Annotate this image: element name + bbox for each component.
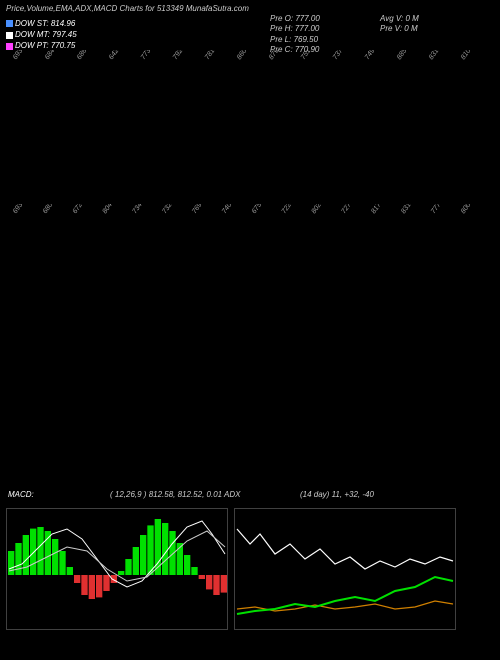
svg-text:879: 879 [268, 50, 280, 61]
svg-text:810: 810 [460, 50, 472, 61]
svg-text:680: 680 [42, 204, 54, 215]
svg-text:737: 737 [332, 50, 345, 61]
macd-label: MACD: [8, 490, 34, 499]
adx-panel [234, 508, 456, 630]
ohlc-right: Avg V: 0 MPre V: 0 M [380, 14, 419, 35]
svg-text:860: 860 [236, 50, 248, 61]
svg-text:684: 684 [44, 50, 56, 61]
price-ema-chart: 693 684 686 642 773 792 781 860 879 751 737 749 885 8… [6, 50, 484, 190]
svg-text:693: 693 [12, 50, 24, 61]
candlestick-chart: 693 680 672 804 734 732 769 740 675 722 802 727 817 8… [6, 204, 484, 364]
adx-params: (14 day) 11, +32, -40 [300, 490, 374, 499]
macd-params: ( 12,26,9 ) 812.58, 812.52, 0.01 ADX [110, 490, 240, 499]
svg-text:740: 740 [221, 204, 233, 215]
svg-text:734: 734 [131, 204, 143, 215]
svg-text:686: 686 [76, 50, 88, 61]
chart-title: Price,Volume,EMA,ADX,MACD Charts for 513… [6, 4, 249, 13]
svg-text:722: 722 [281, 204, 293, 215]
legend-box: DOW ST: 814.96DOW MT: 797.45DOW PT: 770.… [6, 18, 77, 52]
svg-text:675: 675 [251, 204, 263, 215]
svg-text:831: 831 [400, 204, 412, 215]
svg-text:749: 749 [364, 50, 376, 61]
legend-item: DOW MT: 797.45 [6, 29, 77, 40]
svg-text:773: 773 [140, 50, 152, 61]
svg-text:777: 777 [430, 204, 443, 215]
svg-text:885: 885 [396, 50, 408, 61]
svg-text:792: 792 [172, 50, 184, 61]
svg-text:831: 831 [428, 50, 440, 61]
svg-text:817: 817 [370, 204, 383, 215]
svg-text:751: 751 [300, 50, 312, 61]
svg-text:642: 642 [108, 50, 120, 61]
svg-text:769: 769 [191, 204, 203, 215]
svg-text:727: 727 [340, 204, 353, 215]
svg-text:804: 804 [102, 204, 114, 215]
svg-text:802: 802 [311, 204, 323, 215]
legend-item: DOW ST: 814.96 [6, 18, 77, 29]
svg-text:693: 693 [12, 204, 24, 215]
svg-text:800: 800 [460, 204, 472, 215]
svg-text:732: 732 [161, 204, 173, 215]
svg-text:781: 781 [204, 50, 216, 61]
macd-panel [6, 508, 228, 630]
svg-text:672: 672 [72, 204, 84, 215]
